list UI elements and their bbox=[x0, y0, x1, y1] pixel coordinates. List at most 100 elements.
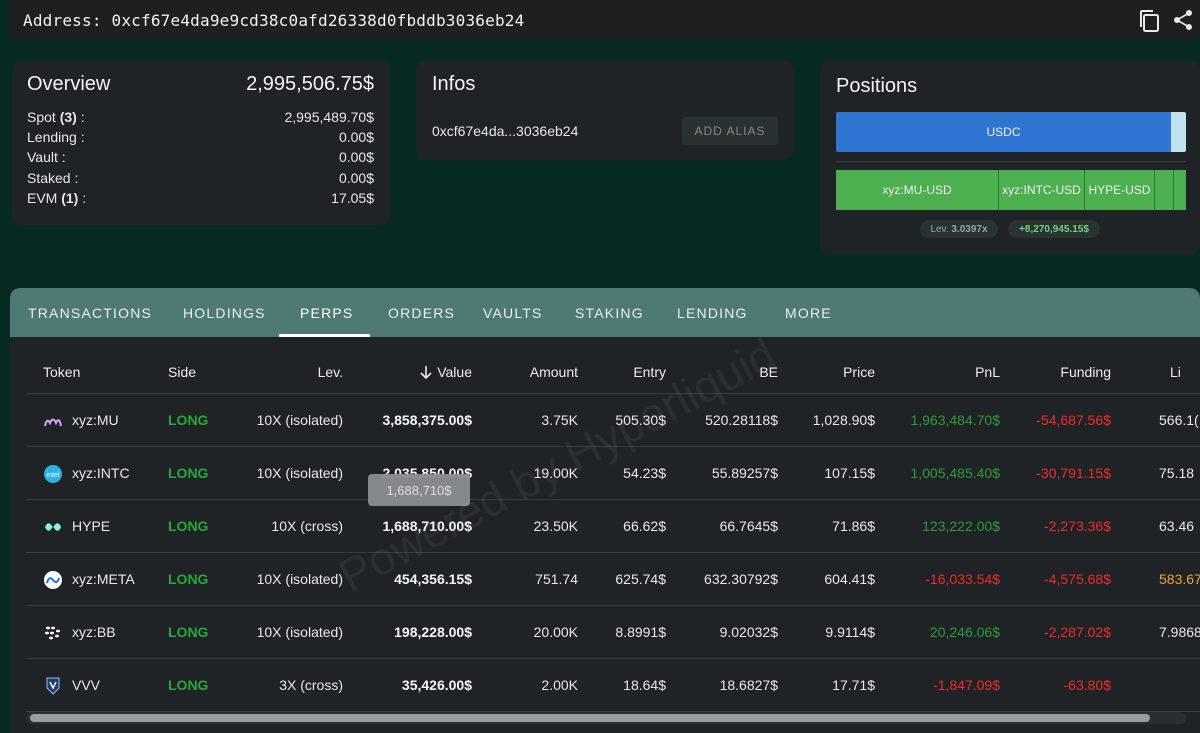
position-segment-mu[interactable]: xyz:MU-USD bbox=[836, 170, 999, 210]
cell-pnl: -1,847.09$ bbox=[933, 677, 1000, 693]
blackberry-logo-icon bbox=[43, 623, 63, 643]
leverage-chip: Lev. 3.0397x bbox=[920, 220, 998, 238]
cell-liq: 583.67 bbox=[1159, 571, 1200, 587]
cell-entry: 18.64$ bbox=[623, 677, 666, 693]
overview-row-spot: Spot (3) : 2,995,489.70$ bbox=[27, 109, 374, 125]
table-header: Token Side Lev. Value Amount Entry BE Pr… bbox=[26, 350, 1200, 394]
positions-divider bbox=[836, 161, 1186, 162]
cell-side: LONG bbox=[168, 624, 209, 640]
cell-side: LONG bbox=[168, 571, 209, 587]
cell-lev: 3X (cross) bbox=[279, 677, 343, 693]
cell-value: 1,688,710.00$ bbox=[382, 518, 472, 534]
positions-title: Positions bbox=[836, 75, 918, 97]
overview-title: Overview bbox=[27, 73, 111, 95]
cell-price: 17.71$ bbox=[832, 677, 875, 693]
cell-price: 9.9114$ bbox=[825, 624, 875, 640]
cell-amount: 20.00K bbox=[533, 624, 578, 640]
position-segment-usdc[interactable]: USDC bbox=[836, 112, 1171, 152]
pnl-chip: +8,270,945.15$ bbox=[1008, 220, 1100, 238]
cell-funding: -63.80$ bbox=[1063, 677, 1111, 693]
position-segment-intc[interactable]: xyz:INTC-USD bbox=[999, 170, 1085, 210]
cell-amount: 19.00K bbox=[533, 465, 578, 481]
horizontal-scrollbar-thumb[interactable] bbox=[30, 714, 1150, 722]
cell-token[interactable]: xyz:META bbox=[72, 571, 135, 587]
col-funding[interactable]: Funding bbox=[1060, 364, 1111, 380]
positions-card: Positions USDC xyz:MU-USD xyz:INTC-USD H… bbox=[820, 60, 1200, 254]
col-amount[interactable]: Amount bbox=[529, 364, 578, 380]
tab-perps[interactable]: PERPS bbox=[300, 304, 354, 321]
table-row[interactable]: HYPE LONG 10X (cross) 1,688,710.00$ 23.50K 66… bbox=[26, 500, 1200, 553]
cell-price: 71.86$ bbox=[832, 518, 875, 534]
overview-row-staked: Staked : 0.00$ bbox=[27, 170, 374, 186]
cell-token[interactable]: xyz:INTC bbox=[72, 465, 130, 481]
cell-value: 454,356.15$ bbox=[394, 571, 472, 587]
cell-be: 18.6827$ bbox=[719, 677, 778, 693]
hyperliquid-logo-icon bbox=[43, 517, 63, 537]
cell-pnl: 1,005,485.40$ bbox=[910, 465, 1000, 481]
tab-staking[interactable]: STAKING bbox=[575, 304, 644, 321]
cell-liq: 63.46 bbox=[1159, 518, 1195, 534]
cell-lev: 10X (cross) bbox=[271, 518, 343, 534]
infos-card: Infos 0xcf67e4da...3036eb24 ADD ALIAS bbox=[416, 60, 794, 160]
micron-logo-icon bbox=[43, 411, 63, 431]
col-be[interactable]: BE bbox=[759, 364, 778, 380]
cell-funding: -30,791.15$ bbox=[1036, 465, 1111, 481]
cell-entry: 625.74$ bbox=[615, 571, 666, 587]
table-row[interactable]: VVV LONG 3X (cross) 35,426.00$ 2.00K 18.64$ 18… bbox=[26, 659, 1200, 712]
tab-lending[interactable]: LENDING bbox=[677, 304, 748, 321]
position-segment-meta[interactable] bbox=[1155, 170, 1174, 210]
cell-entry: 54.23$ bbox=[623, 465, 666, 481]
cell-token[interactable]: VVV bbox=[72, 677, 101, 693]
address-bar: Address: 0xcf67e4da9e9cd38c0afd26338d0fb… bbox=[10, 0, 1200, 40]
col-price[interactable]: Price bbox=[843, 364, 875, 380]
overview-row-lending: Lending : 0.00$ bbox=[27, 129, 374, 145]
cell-price: 1,028.90$ bbox=[812, 412, 875, 428]
svg-text:intel: intel bbox=[47, 472, 60, 479]
cell-side: LONG bbox=[168, 677, 209, 693]
overview-row-vault: Vault : 0.00$ bbox=[27, 149, 374, 165]
tab-bar: TRANSACTIONS HOLDINGS PERPS ORDERS VAULT… bbox=[10, 288, 1200, 337]
copy-icon[interactable] bbox=[1138, 9, 1160, 33]
perps-table-card: TRANSACTIONS HOLDINGS PERPS ORDERS VAULT… bbox=[10, 288, 1200, 733]
venice-logo-icon bbox=[43, 676, 63, 696]
cell-side: LONG bbox=[168, 518, 209, 534]
cell-be: 9.02032$ bbox=[719, 624, 778, 640]
cell-pnl: 123,222.00$ bbox=[922, 518, 1000, 534]
cell-amount: 3.75K bbox=[541, 412, 578, 428]
col-value[interactable]: Value bbox=[419, 364, 472, 380]
cell-liq: 7.9868 bbox=[1159, 624, 1200, 640]
col-entry[interactable]: Entry bbox=[633, 364, 666, 380]
cell-amount: 751.74 bbox=[535, 571, 578, 587]
cell-token[interactable]: HYPE bbox=[72, 518, 111, 534]
table-row[interactable]: xyz:BB LONG 10X (isolated) 198,228.00$ 20.00… bbox=[26, 606, 1200, 659]
position-segment-other[interactable] bbox=[1171, 112, 1186, 152]
position-segment-small[interactable] bbox=[1174, 170, 1186, 210]
tab-holdings[interactable]: HOLDINGS bbox=[183, 304, 266, 321]
table-row[interactable]: xyz:META LONG 10X (isolated) 454,356.15$ 751… bbox=[26, 553, 1200, 606]
tab-transactions[interactable]: TRANSACTIONS bbox=[28, 304, 153, 321]
tab-more[interactable]: MORE bbox=[785, 304, 832, 321]
wallet-address: Address: 0xcf67e4da9e9cd38c0afd26338d0fb… bbox=[23, 10, 525, 30]
spot-positions-bar: USDC bbox=[836, 112, 1186, 152]
tab-vaults[interactable]: VAULTS bbox=[483, 304, 543, 321]
share-icon[interactable] bbox=[1172, 9, 1194, 31]
table-row[interactable]: xyz:MU LONG 10X (isolated) 3,858,375.00$ 3.7… bbox=[26, 394, 1200, 447]
col-pnl[interactable]: PnL bbox=[975, 364, 1000, 380]
col-lev[interactable]: Lev. bbox=[317, 364, 343, 380]
col-liq[interactable]: Li bbox=[1170, 364, 1181, 380]
cell-pnl: 20,246.06$ bbox=[929, 624, 1000, 640]
perp-positions-bar: xyz:MU-USD xyz:INTC-USD HYPE-USD bbox=[836, 170, 1186, 210]
position-segment-hype[interactable]: HYPE-USD bbox=[1085, 170, 1155, 210]
cell-price: 604.41$ bbox=[824, 571, 875, 587]
col-token[interactable]: Token bbox=[43, 364, 81, 380]
tab-orders[interactable]: ORDERS bbox=[388, 304, 456, 321]
cell-liq: 75.18 bbox=[1159, 465, 1195, 481]
table-row[interactable]: intel xyz:INTC LONG 10X (isolated) 2,035,850… bbox=[26, 447, 1200, 500]
cell-pnl: 1,963,484.70$ bbox=[910, 412, 1000, 428]
col-side[interactable]: Side bbox=[168, 364, 197, 380]
add-alias-button[interactable]: ADD ALIAS bbox=[682, 117, 778, 145]
cell-be: 632.30792$ bbox=[704, 571, 778, 587]
cell-lev: 10X (isolated) bbox=[256, 465, 343, 481]
cell-token[interactable]: xyz:BB bbox=[72, 624, 116, 640]
cell-token[interactable]: xyz:MU bbox=[72, 412, 119, 428]
